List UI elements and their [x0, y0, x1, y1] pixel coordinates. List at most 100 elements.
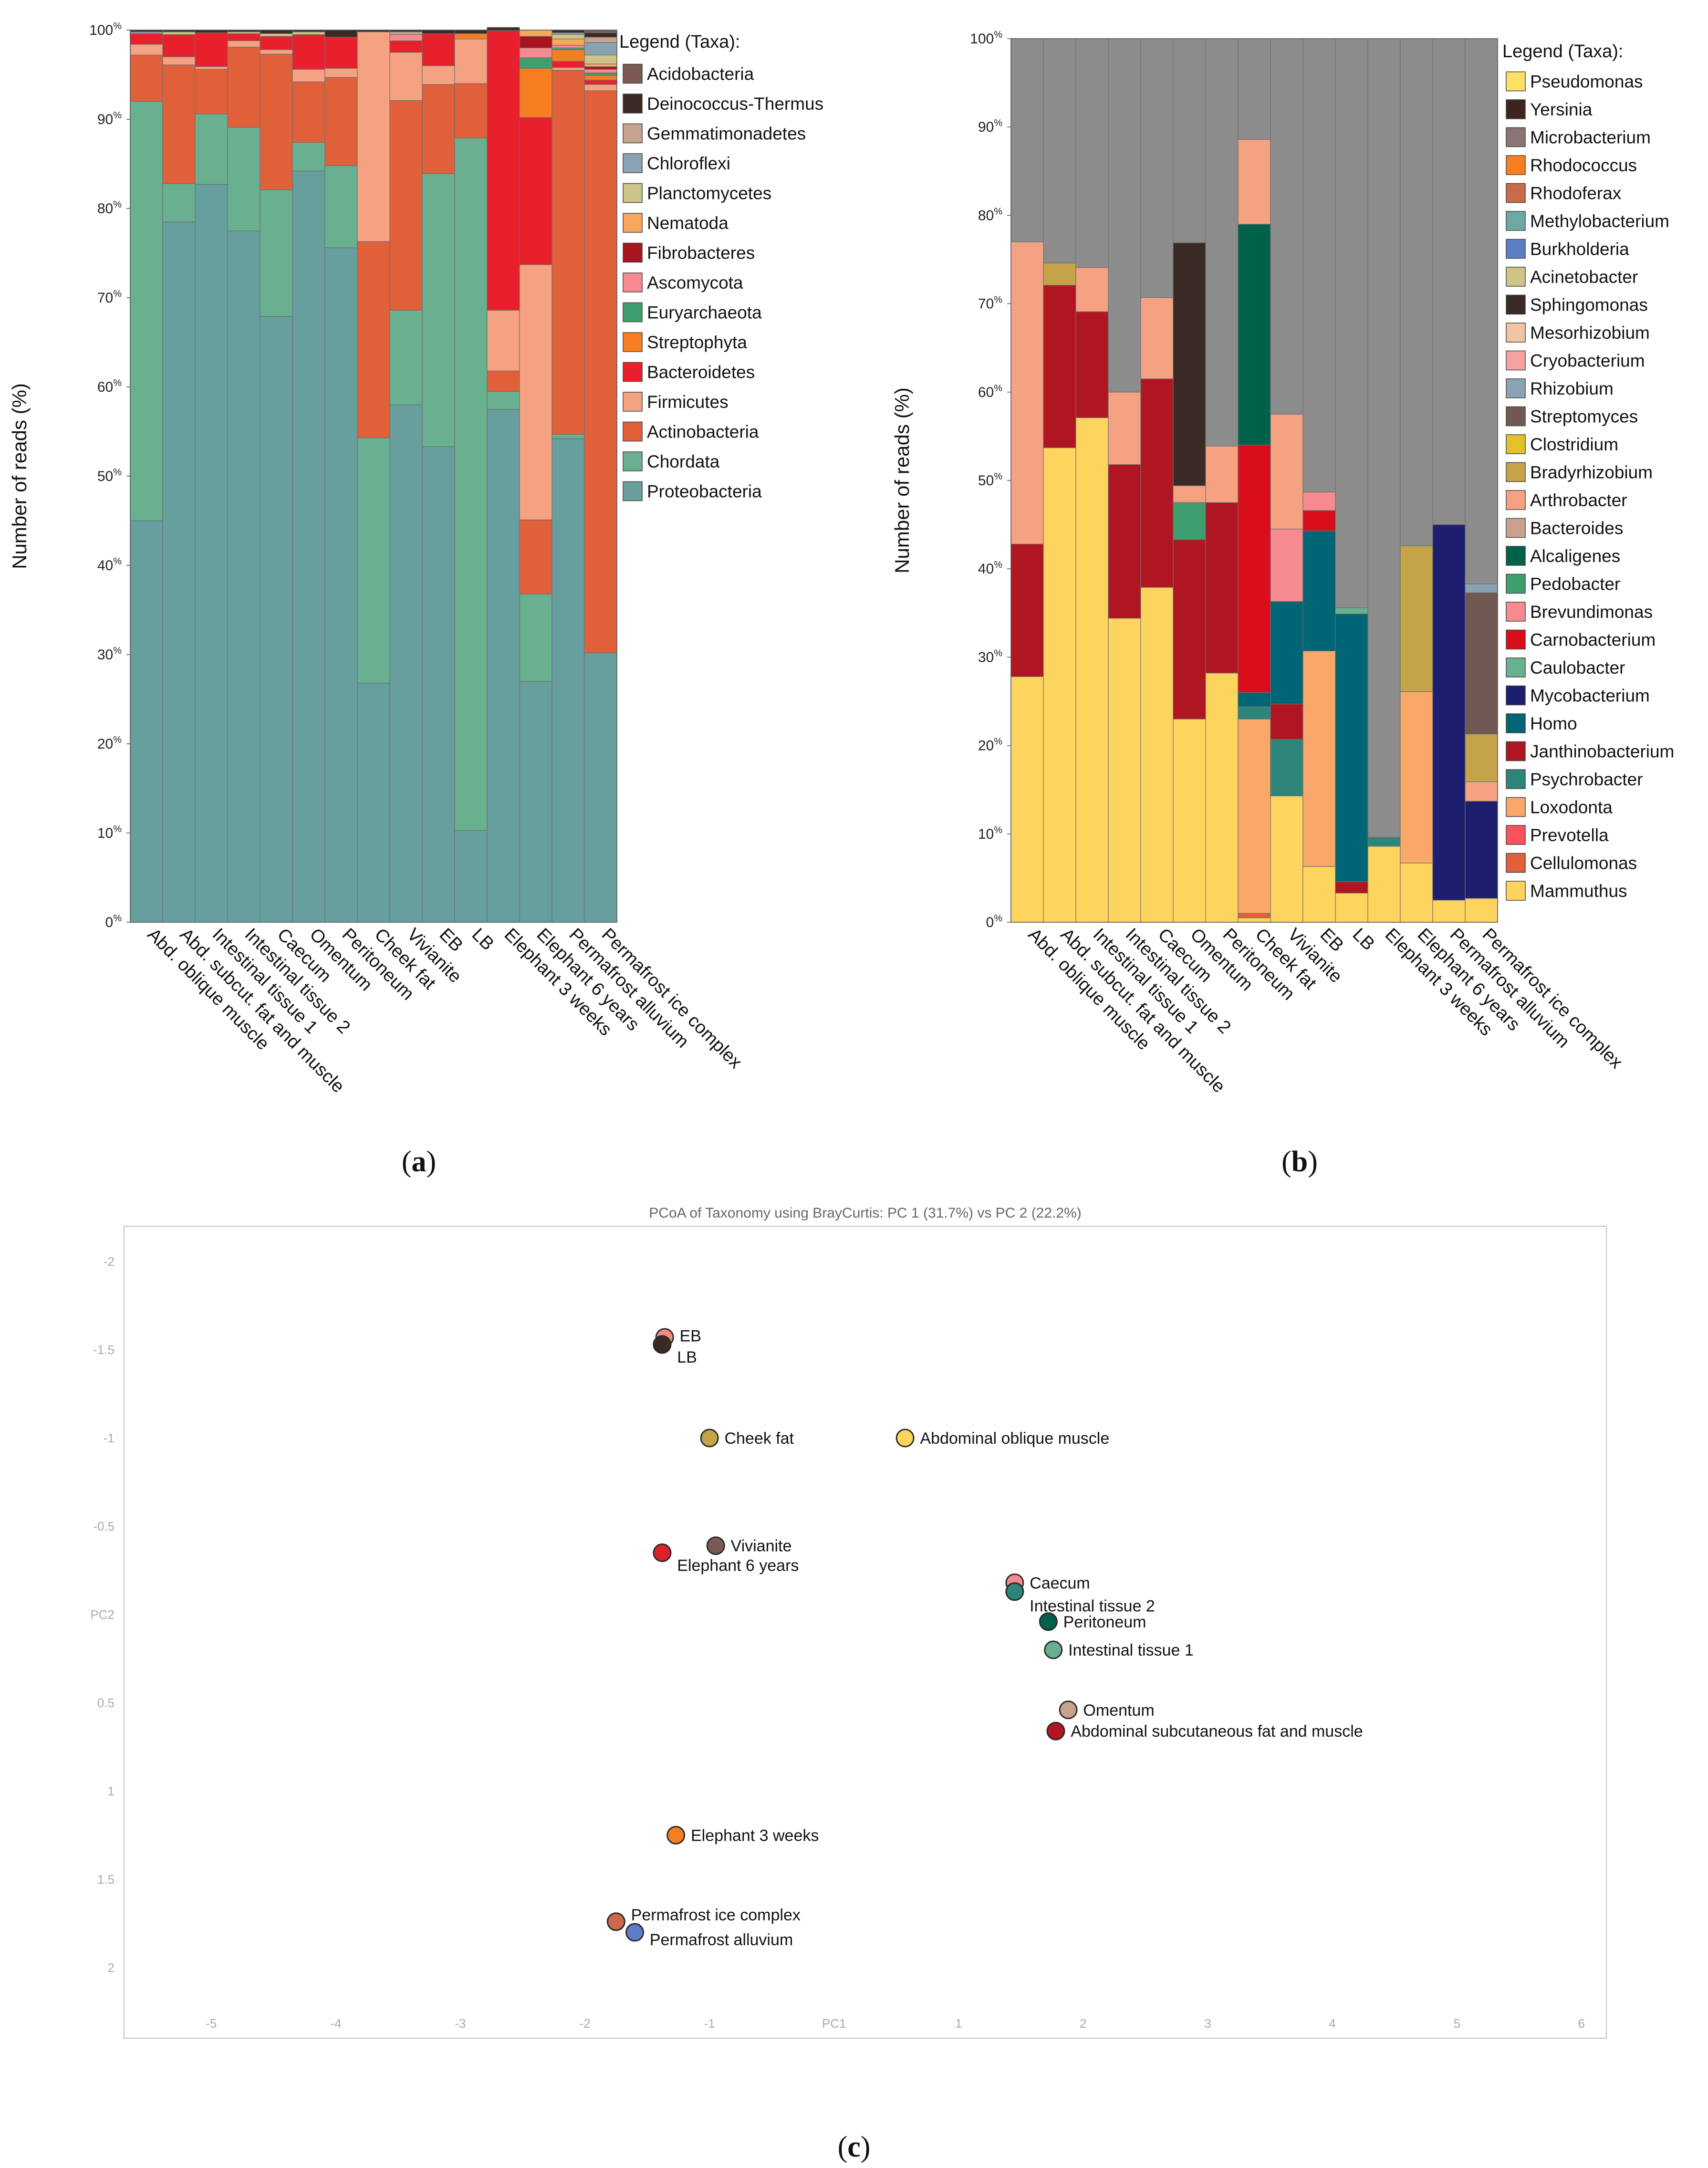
legend-label-euryarchaeota: Euryarchaeota — [647, 303, 762, 323]
bar-segment-bradyrhizobium-permafrost-ice-complex — [1465, 733, 1498, 782]
legend-swatch-pseudomonas — [1506, 71, 1526, 92]
y-tick-label-90: 90% — [978, 118, 1002, 135]
bar-segment-bacteroidetes-eb — [422, 33, 455, 66]
legend-swatch-fibrobacteres — [623, 242, 643, 263]
bar-segment-planctomycetes-caecum — [260, 33, 293, 37]
bar-segment-actinobacteria-caecum — [260, 53, 293, 190]
legend-swatch-arthrobacter — [1506, 490, 1526, 510]
bar-segment-planctomycetes-omentum — [292, 31, 325, 35]
bar-segment-nematoda-elephant-6-years — [519, 30, 552, 37]
bar-segment-euryarchaeota-elephant-6-years — [519, 57, 552, 69]
bar-segment-mammuthus-intestinal-tissue-1 — [1075, 417, 1109, 923]
legend-label-cryobacterium: Cryobacterium — [1530, 351, 1645, 371]
bar-segment-brevundimonas-vivianite — [1270, 529, 1303, 602]
x-tick-label-1: 1 — [955, 2016, 962, 2031]
bar-segment-actinobacteria-elephant-6-years — [519, 520, 552, 594]
legend-swatch-bacteroides — [1506, 518, 1526, 538]
bar-segment-minor-taxa-permafrost-alluvium — [1432, 38, 1466, 525]
bar-segment-caulobacter-lb — [1335, 607, 1368, 615]
bar-segment-firmicutes-vivianite — [389, 52, 423, 101]
x-tick-label-1: -1 — [704, 2016, 715, 2031]
bar-segment-minor-taxa-elephant-3-weeks — [1367, 38, 1401, 838]
legend-label-rhodoferax: Rhodoferax — [1530, 184, 1622, 203]
bar-segment-firmicutes-abd-subcut-fat-and-muscle — [162, 56, 196, 65]
bar-segment-minor-taxa-elephant-6-years — [1400, 38, 1433, 546]
legend-label-sphingomonas: Sphingomonas — [1530, 295, 1648, 315]
bar-segment-minor-taxa-omentum — [1173, 38, 1206, 243]
legend-swatch-euryarchaeota — [623, 302, 643, 323]
legend-swatch-mesorhizobium — [1506, 323, 1526, 343]
legend-swatch-pedobacter — [1506, 573, 1526, 594]
bar-segment-firmicutes-intestinal-tissue-1 — [195, 66, 228, 70]
bar-segment-firmicutes-peritoneum — [324, 68, 358, 78]
bar-segment-chordata-elephant-3-weeks — [487, 391, 520, 410]
bar-segment-loxodonta-elephant-6-years — [1400, 691, 1433, 864]
legend-swatch-nematoda — [623, 213, 643, 233]
x-tick-label-4: -4 — [330, 2016, 341, 2031]
legend-label-acidobacteria: Acidobacteria — [647, 64, 754, 84]
point-elephant-6-years — [653, 1543, 672, 1562]
bar-segment-actinobacteria-omentum — [292, 81, 325, 143]
y-axis-label: PC2 — [90, 1607, 115, 1622]
bar-segment-chordata-caecum — [260, 189, 293, 317]
point-label-permafrost-alluvium: Permafrost alluvium — [650, 1931, 793, 1949]
legend-title: Legend (Taxa): — [1502, 42, 1624, 62]
bar-segment-chordata-vivianite — [389, 310, 423, 405]
bar-segment-bradyrhizobium-abd-subcut-fat-and-muscle — [1043, 262, 1076, 286]
bar-segment-mammuthus-elephant-6-years — [1400, 863, 1433, 923]
bar-segment-actinobacteria-abd-oblique-muscle — [130, 54, 163, 102]
point-label-peritoneum: Peritoneum — [1063, 1613, 1146, 1631]
legend-label-alcaligenes: Alcaligenes — [1530, 546, 1620, 566]
y-tick-label-60: 60% — [978, 383, 1002, 400]
bar-segment-ascomycota-permafrost-alluvium — [552, 45, 585, 49]
bar-segment-janthinobacterium-peritoneum — [1205, 502, 1239, 674]
x-tick-label-4: 4 — [1329, 2016, 1335, 2031]
y-tick-label-70: 70% — [97, 289, 122, 306]
legend-swatch-mycobacterium — [1506, 685, 1526, 706]
legend-label-homo: Homo — [1530, 714, 1577, 733]
y-tick-label-30: 30% — [978, 648, 1002, 665]
bar-segment-firmicutes-lb — [454, 39, 488, 84]
panel-label-part: ) — [427, 1146, 437, 1178]
bar-segment-proteobacteria-permafrost-ice-complex — [584, 652, 617, 923]
legend-swatch-psychrobacter — [1506, 769, 1526, 789]
y-tick-label-0-5: 0.5 — [97, 1696, 115, 1710]
bar-segment-janthinobacterium-vivianite — [1270, 703, 1303, 740]
y-tick-suffix: % — [994, 471, 1002, 482]
point-cheek-fat — [700, 1428, 719, 1448]
y-tick-label-80: 80% — [978, 206, 1002, 223]
point-peritoneum — [1039, 1612, 1058, 1631]
bar-segment-sphingomonas-omentum — [1173, 242, 1206, 486]
plot-title: PCoA of Taxonomy using BrayCurtis: PC 1 … — [649, 1205, 1082, 1221]
bar-segment-proteobacteria-abd-subcut-fat-and-muscle — [162, 221, 196, 923]
legend-label-chordata: Chordata — [647, 452, 720, 471]
legend-swatch-acinetobacter — [1506, 267, 1526, 287]
legend-label-arthrobacter: Arthrobacter — [1530, 490, 1627, 510]
bar-segment-bacteroidetes-elephant-6-years — [519, 117, 552, 265]
panel-label-part: ( — [838, 2131, 848, 2163]
y-tick-suffix: % — [994, 913, 1002, 924]
bar-segment-brevundimonas-eb — [1302, 491, 1336, 511]
legend-label-mycobacterium: Mycobacterium — [1530, 686, 1650, 706]
legend-label-yersinia: Yersinia — [1530, 100, 1593, 119]
legend-label-prevotella: Prevotella — [1530, 825, 1609, 845]
x-tick-label-3: 3 — [1204, 2016, 1211, 2031]
bar-segment-mammuthus-lb — [1335, 893, 1368, 923]
legend-label-cellulomonas: Cellulomonas — [1530, 854, 1637, 873]
legend-label-burkholderia: Burkholderia — [1530, 240, 1629, 259]
bar-segment-bradyrhizobium-elephant-6-years — [1400, 545, 1433, 692]
bar-segment-proteobacteria-eb — [422, 446, 455, 923]
legend-label-planctomycetes: Planctomycetes — [647, 184, 771, 203]
y-tick-label-0-5: -0.5 — [93, 1519, 115, 1533]
bar-segment-chloroflexi-permafrost-ice-complex — [584, 42, 617, 55]
bar-segment-chordata-intestinal-tissue-1 — [195, 114, 228, 185]
legend-swatch-prevotella — [1506, 825, 1526, 845]
bar-segment-proteobacteria-lb — [454, 830, 488, 923]
bar-segment-planctomycetes-permafrost-alluvium — [552, 34, 585, 40]
legend-label-microbacterium: Microbacterium — [1530, 128, 1651, 147]
legend-label-rhizobium: Rhizobium — [1530, 379, 1614, 398]
bar-segment-chordata-lb — [454, 137, 488, 831]
y-tick-label-50: 50% — [97, 467, 122, 484]
legend-swatch-firmicutes — [623, 392, 643, 412]
